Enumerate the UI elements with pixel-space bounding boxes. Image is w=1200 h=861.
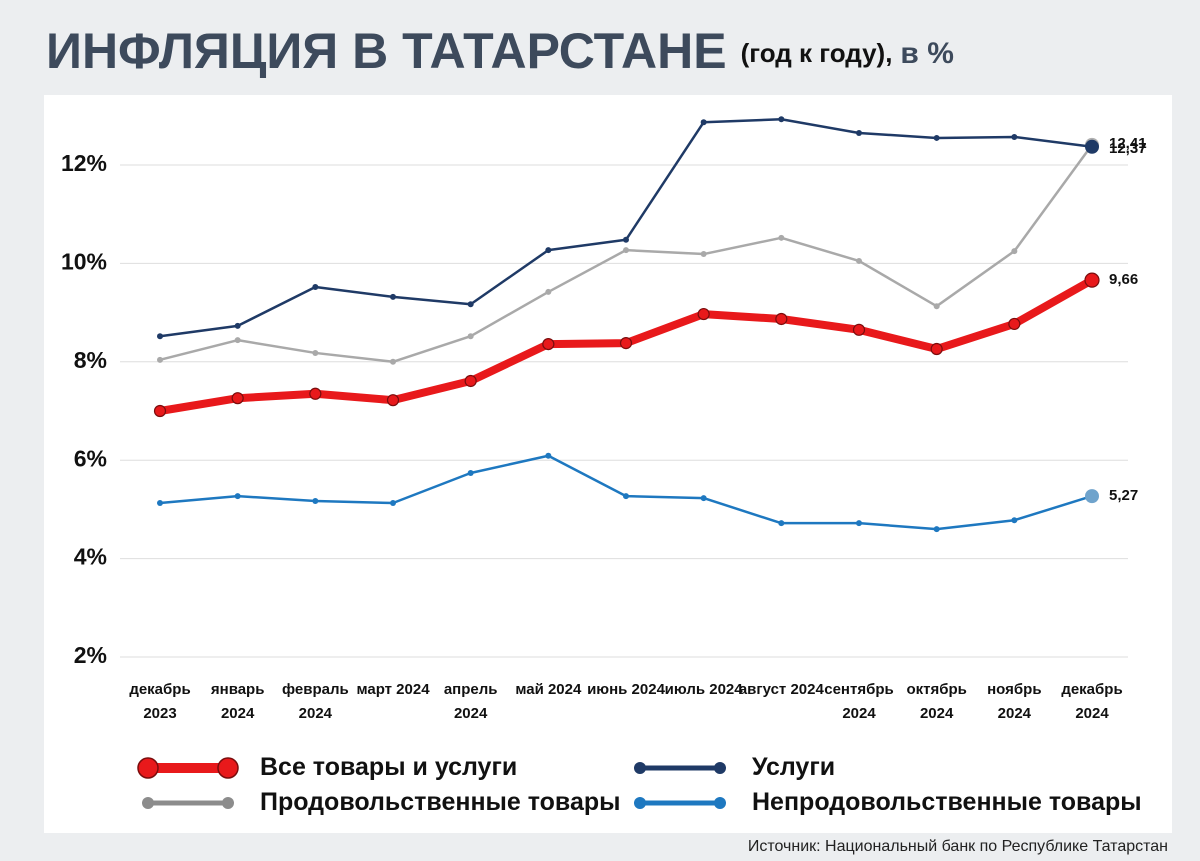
legend-marker (634, 762, 646, 774)
data-point (312, 498, 319, 505)
x-tick-label: июнь 2024 (587, 681, 665, 698)
series: 5,27 (157, 452, 1138, 533)
data-point (1085, 139, 1099, 154)
data-point (778, 234, 785, 241)
x-tick-label: сентябрь 2024 (824, 681, 894, 722)
data-point (390, 358, 396, 365)
value-label: 12,41 (1109, 135, 1147, 152)
data-point (856, 130, 862, 137)
data-point (157, 333, 163, 340)
x-tick-label: декабрь 2023 (129, 681, 191, 722)
data-point (467, 469, 474, 476)
series: 9,66 (153, 271, 1138, 418)
data-point (1011, 517, 1018, 524)
data-point (157, 500, 163, 507)
legend-marker (142, 797, 154, 809)
data-point (1084, 272, 1100, 288)
data-point (234, 337, 241, 344)
x-tick-label: февраль 2024 (281, 681, 349, 722)
data-point (856, 257, 862, 264)
y-tick-label: 8% (74, 347, 107, 373)
value-label: 12,37 (1109, 140, 1147, 157)
data-point (390, 500, 396, 507)
data-point (933, 303, 940, 310)
data-point (623, 247, 629, 254)
panel (44, 95, 1172, 833)
data-point (545, 288, 552, 295)
data-point (930, 342, 943, 356)
title-suffix: (год к году), (741, 38, 893, 68)
x-tick-label: октябрь 2024 (906, 681, 967, 722)
y-tick-label: 10% (61, 248, 107, 274)
data-point (467, 333, 474, 340)
data-point (619, 337, 633, 350)
data-point (1011, 133, 1018, 140)
data-point (778, 116, 785, 123)
legend-marker (634, 797, 646, 809)
data-point (778, 520, 785, 527)
data-point (775, 312, 788, 326)
data-point (390, 293, 396, 300)
data-point (852, 323, 866, 336)
x-tick-label: март 2024 (356, 681, 430, 698)
y-tick-label: 4% (74, 544, 107, 570)
x-tick-label: август 2024 (738, 681, 824, 698)
data-point (234, 322, 241, 329)
data-point (700, 119, 707, 126)
data-point (933, 134, 940, 141)
data-point (1085, 489, 1099, 504)
data-point (309, 387, 322, 400)
data-point (623, 493, 629, 500)
legend-marker (714, 797, 726, 809)
data-point (153, 404, 167, 418)
y-tick-label: 6% (74, 445, 107, 471)
data-point (157, 356, 163, 363)
data-point (1008, 317, 1021, 331)
x-tick-label: апрель 2024 (443, 681, 498, 722)
data-point (933, 526, 940, 533)
x-tick-label: июль 2024 (664, 681, 743, 698)
data-point (623, 236, 629, 243)
legend-marker (222, 797, 234, 809)
data-point (1011, 248, 1018, 255)
legend-label: Продовольственные товары (260, 788, 621, 816)
chart-title: ИНФЛЯЦИЯ В ТАТАРСТАНЕ (год к году), в % (46, 23, 954, 79)
data-point (545, 452, 552, 459)
data-point (697, 307, 710, 321)
data-point (700, 251, 707, 258)
legend-marker (714, 762, 726, 774)
value-label: 9,66 (1109, 271, 1138, 288)
y-tick-label: 2% (74, 642, 107, 668)
source: Источник: Национальный банк по Республик… (748, 838, 1168, 855)
legend-marker (137, 757, 159, 779)
title-main: ИНФЛЯЦИЯ В ТАТАРСТАНЕ (46, 23, 727, 79)
data-point (312, 284, 319, 291)
y-tick-label: 12% (61, 150, 107, 176)
series: 12,37 (157, 116, 1147, 340)
data-point (464, 374, 477, 388)
legend-label: Все товары и услуги (260, 753, 518, 781)
data-point (231, 392, 244, 405)
data-point (542, 337, 555, 351)
x-tick-label: май 2024 (515, 681, 582, 698)
data-point (386, 394, 400, 407)
data-point (856, 520, 862, 527)
x-tick-label: декабрь 2024 (1061, 681, 1123, 722)
data-point (700, 495, 707, 502)
value-label: 5,27 (1109, 487, 1138, 504)
x-tick-label: ноябрь 2024 (987, 681, 1042, 722)
data-point (467, 301, 474, 308)
data-point (234, 493, 241, 500)
x-tick-label: январь 2024 (210, 681, 265, 722)
legend-marker (217, 757, 239, 779)
data-point (545, 247, 552, 254)
title-unit: в % (900, 37, 953, 70)
legend-label: Услуги (752, 753, 836, 781)
data-point (312, 349, 319, 356)
legend-label: Непродовольственные товары (752, 788, 1142, 816)
